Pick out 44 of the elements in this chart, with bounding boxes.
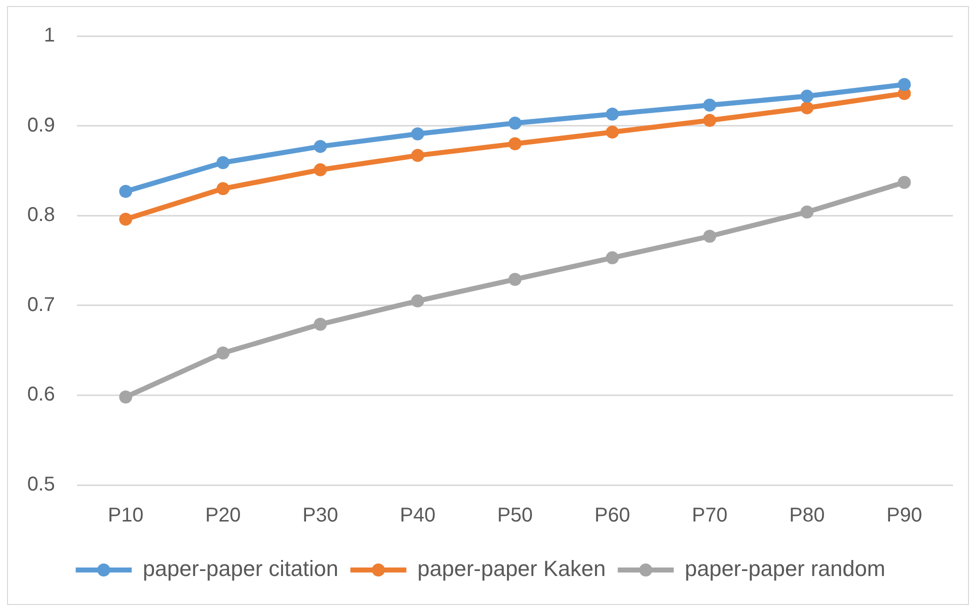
y-tick-label: 0.9 — [27, 114, 55, 136]
point — [216, 182, 230, 196]
point — [119, 212, 132, 226]
point — [119, 390, 132, 404]
point — [411, 127, 424, 140]
point — [119, 184, 132, 198]
point — [800, 90, 814, 103]
y-tick-label: 0.5 — [27, 474, 55, 496]
point — [314, 163, 327, 176]
x-tick-label: P10 — [108, 504, 144, 527]
x-tick-label: P50 — [497, 504, 533, 527]
x-tick-label: P70 — [692, 504, 728, 527]
point — [898, 176, 911, 189]
x-tick-label: P90 — [886, 504, 922, 527]
point — [216, 156, 230, 170]
y-tick-label: 0.8 — [27, 204, 55, 226]
point — [800, 206, 814, 219]
point — [703, 98, 716, 112]
legend-label: paper-paper Kaken — [417, 556, 606, 582]
legend-label: paper-paper random — [684, 556, 886, 582]
x-tick-label: P60 — [594, 504, 630, 527]
point — [800, 101, 814, 114]
point — [703, 230, 716, 243]
y-tick-label: 0.6 — [27, 384, 55, 406]
point — [508, 272, 522, 286]
point — [314, 318, 327, 331]
point — [898, 78, 911, 91]
y-tick-label: 0.7 — [27, 294, 55, 316]
point — [508, 137, 522, 150]
point — [216, 346, 230, 360]
point — [703, 114, 716, 127]
point — [606, 108, 619, 121]
point — [411, 294, 424, 308]
x-tick-label: P20 — [205, 504, 241, 527]
legend-label: paper-paper citation — [142, 556, 338, 582]
point — [606, 126, 619, 139]
point — [606, 251, 619, 264]
x-tick-label: P30 — [302, 504, 338, 527]
point — [411, 148, 424, 162]
y-tick-label: 1 — [44, 24, 55, 47]
point — [314, 140, 327, 153]
x-tick-label: P40 — [400, 504, 436, 527]
point — [508, 116, 522, 130]
x-tick-label: P80 — [789, 504, 825, 527]
